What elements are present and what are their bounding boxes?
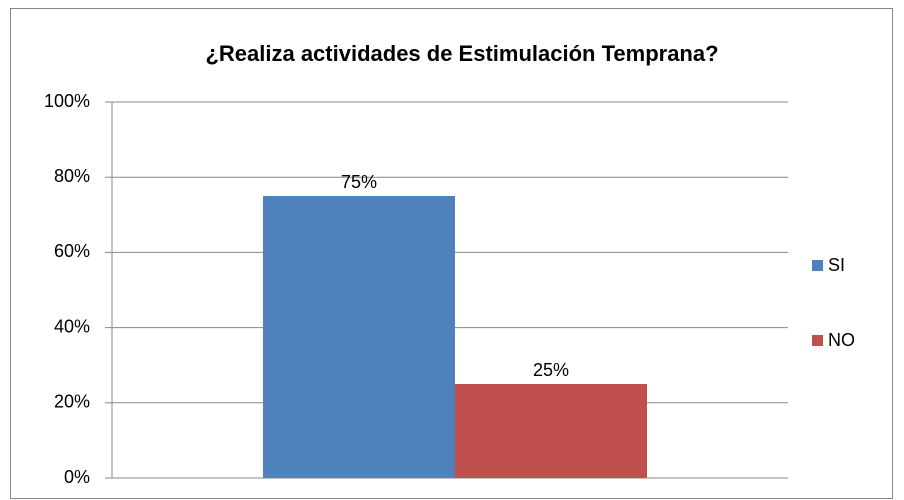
data-label: 75% xyxy=(341,172,377,192)
legend-label: SI xyxy=(828,255,845,275)
bar xyxy=(263,196,455,478)
y-tick-label: 20% xyxy=(54,392,90,412)
legend-label: NO xyxy=(828,330,855,350)
legend-swatch xyxy=(812,335,823,346)
legend-swatch xyxy=(812,260,823,271)
y-tick-label: 0% xyxy=(64,467,90,487)
y-tick-label: 40% xyxy=(54,316,90,336)
y-tick-label: 100% xyxy=(44,91,90,111)
data-label: 25% xyxy=(533,360,569,380)
y-tick-label: 60% xyxy=(54,241,90,261)
chart-title: ¿Realiza actividades de Estimulación Tem… xyxy=(205,41,718,66)
bar xyxy=(455,384,647,478)
y-tick-label: 80% xyxy=(54,166,90,186)
